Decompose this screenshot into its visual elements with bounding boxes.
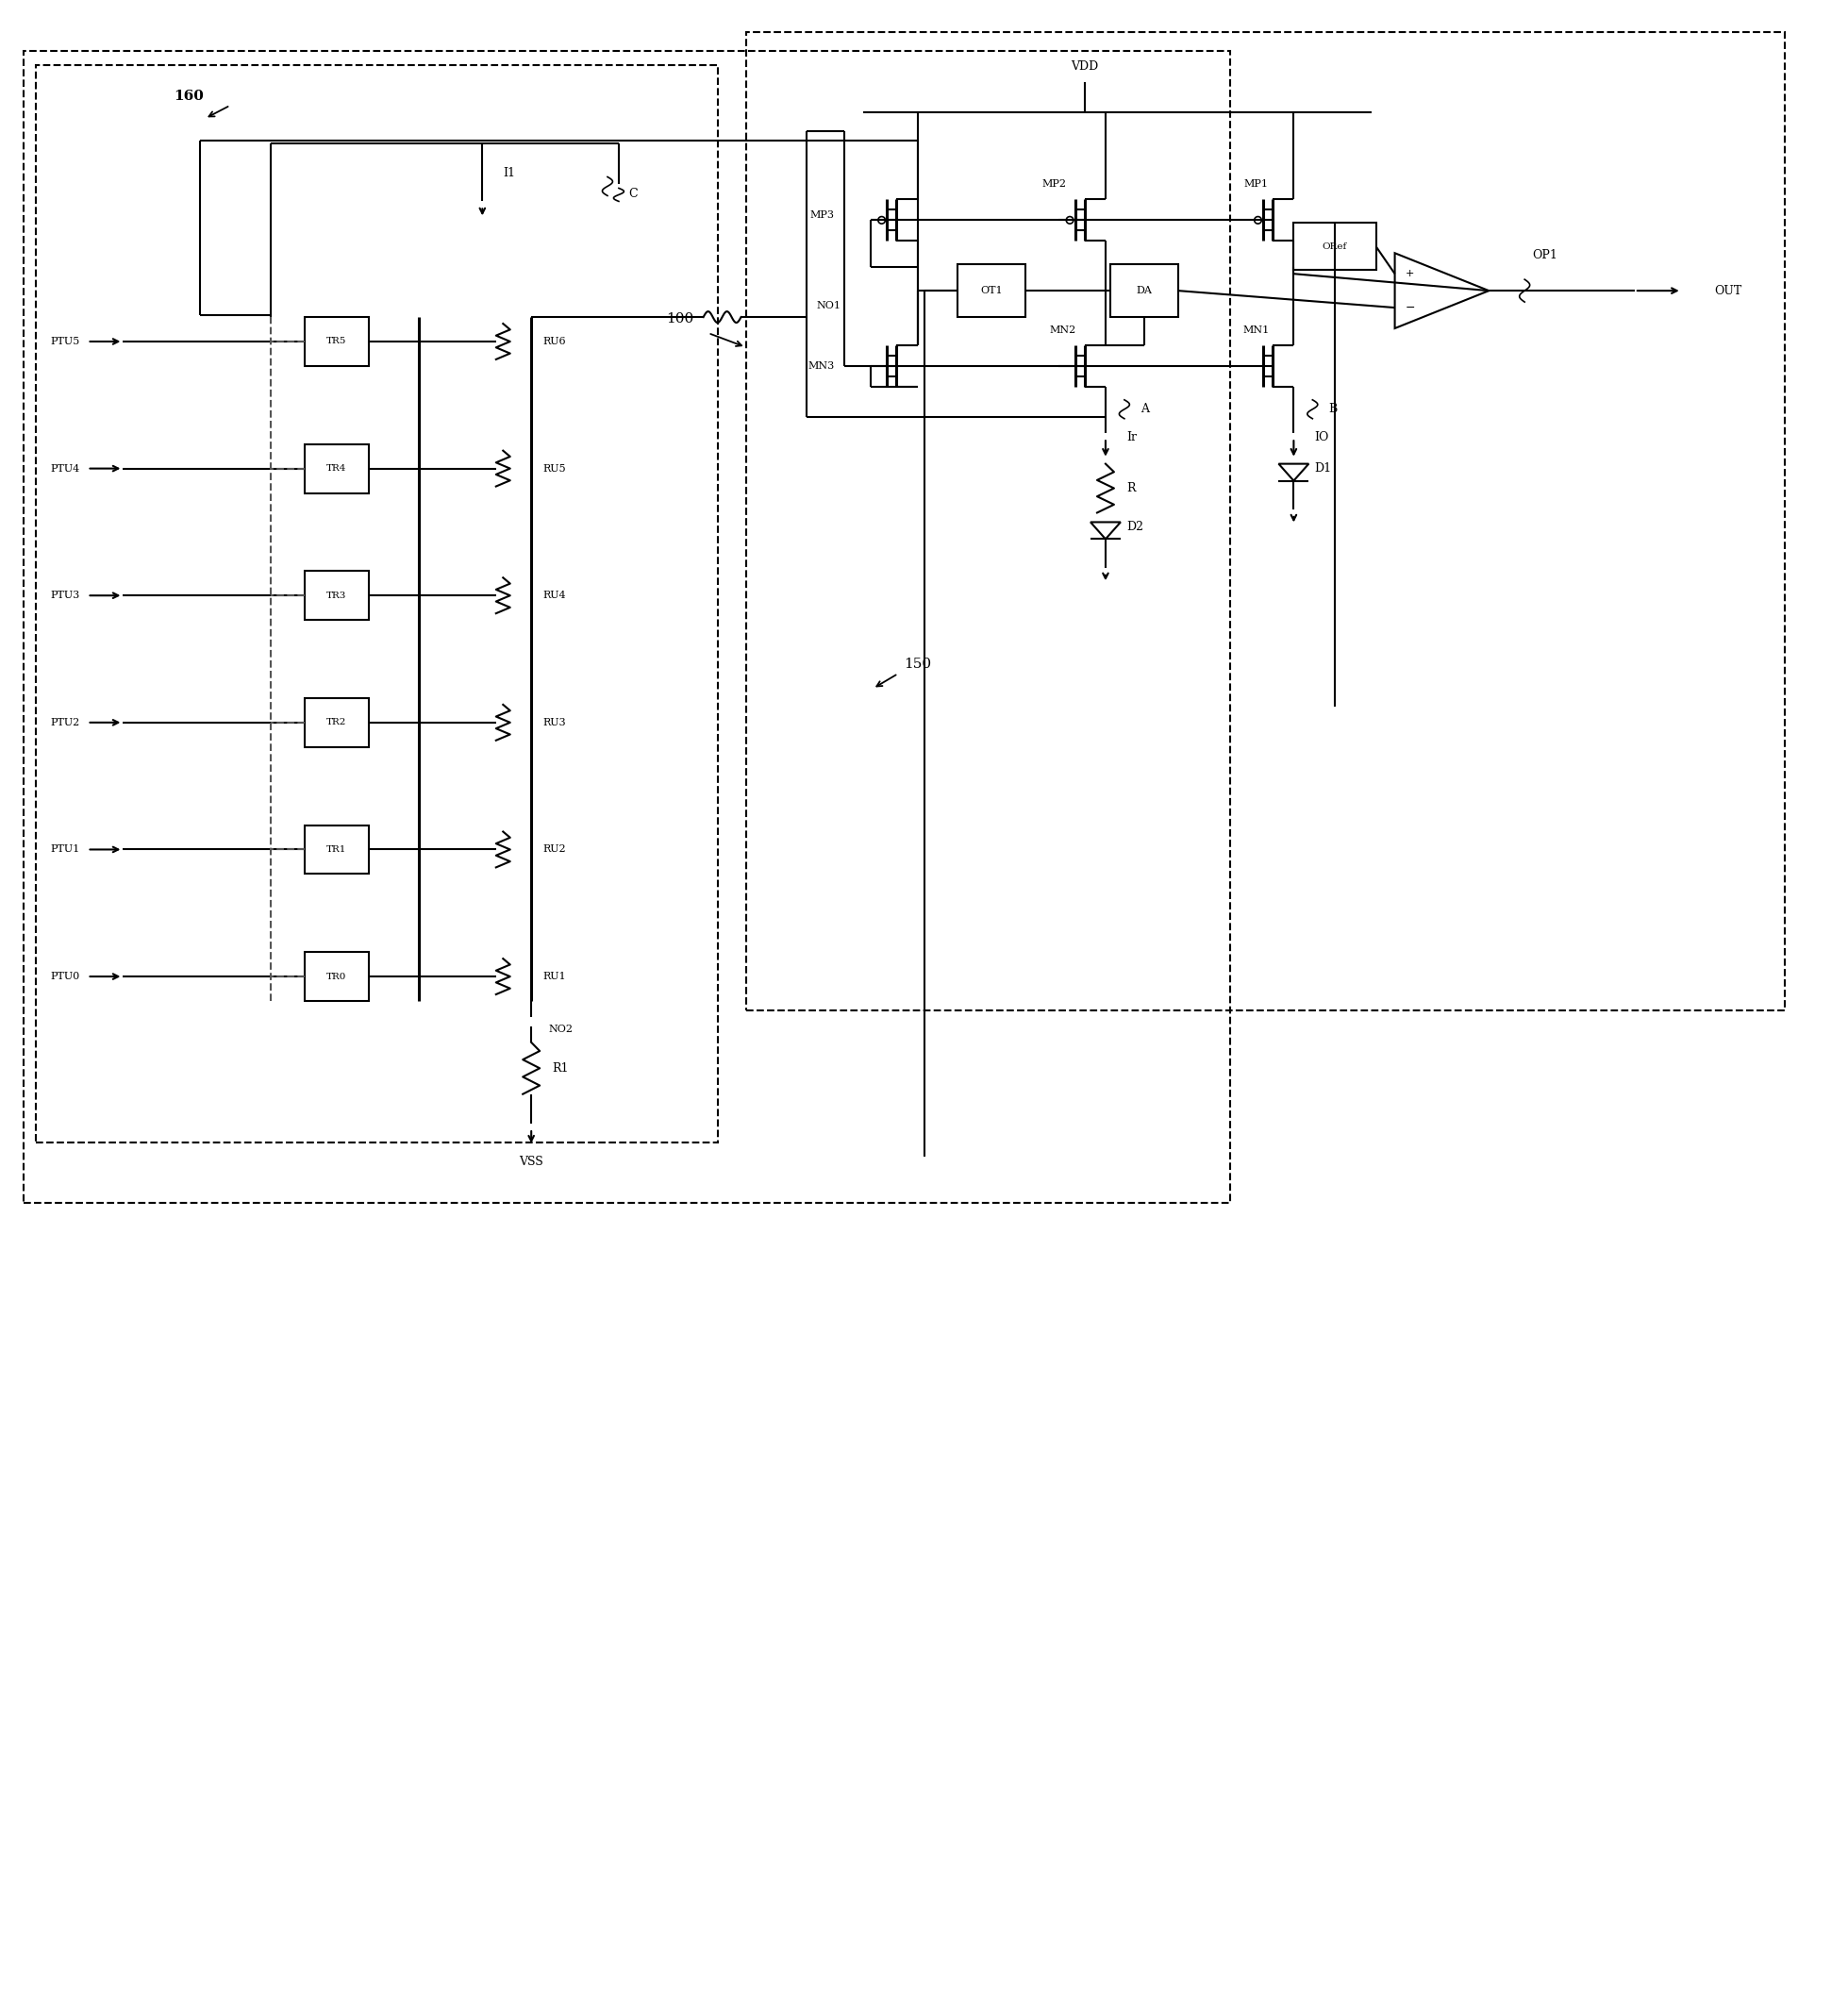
Text: RU1: RU1 (543, 972, 565, 980)
Bar (1294, 222, 1377, 270)
Bar (35, 64, 717, 1143)
Text: TR0: TR0 (327, 972, 347, 980)
Bar (305, 570, 368, 620)
Text: VSS: VSS (519, 1157, 543, 1169)
Text: ORef: ORef (1321, 242, 1347, 250)
Text: MN3: MN3 (808, 362, 835, 370)
Bar (305, 952, 368, 1000)
Bar (24, 50, 1231, 1203)
Text: TR1: TR1 (327, 844, 347, 854)
Text: D2: D2 (1125, 520, 1144, 532)
Text: RU5: RU5 (543, 464, 565, 472)
Text: D1: D1 (1314, 462, 1331, 474)
Text: TR4: TR4 (327, 464, 347, 472)
Text: PTU0: PTU0 (50, 972, 79, 980)
Text: MN2: MN2 (1050, 326, 1077, 334)
Text: PTU4: PTU4 (50, 464, 79, 472)
Text: MP1: MP1 (1244, 180, 1268, 190)
Text: −: − (1404, 302, 1416, 314)
Text: I1: I1 (503, 166, 516, 180)
Text: R: R (1125, 482, 1135, 494)
Text: OP1: OP1 (1532, 248, 1558, 260)
Text: 160: 160 (174, 90, 203, 102)
Text: RU4: RU4 (543, 590, 565, 600)
Text: NO2: NO2 (549, 1025, 573, 1035)
Text: +: + (1406, 268, 1414, 278)
Text: RU3: RU3 (543, 718, 565, 726)
Text: PTU2: PTU2 (50, 718, 79, 726)
Text: 100: 100 (667, 312, 695, 326)
Text: OT1: OT1 (979, 286, 1002, 296)
Text: VDD: VDD (1070, 60, 1098, 72)
Text: NO1: NO1 (817, 300, 841, 310)
Text: A: A (1140, 402, 1149, 416)
Text: R1: R1 (553, 1063, 569, 1075)
Text: PTU1: PTU1 (50, 844, 79, 854)
Polygon shape (1279, 464, 1308, 480)
Bar (957, 264, 1026, 316)
Text: TR5: TR5 (327, 338, 347, 346)
Text: RU2: RU2 (543, 844, 565, 854)
Bar (305, 824, 368, 874)
Text: DA: DA (1137, 286, 1153, 296)
Text: C: C (628, 188, 638, 200)
Text: MP2: MP2 (1042, 180, 1066, 190)
Text: TR2: TR2 (327, 718, 347, 726)
Bar (747, 32, 1785, 1011)
Text: TR3: TR3 (327, 590, 347, 600)
Text: PTU5: PTU5 (50, 336, 79, 346)
Text: MN1: MN1 (1242, 326, 1270, 334)
Text: 150: 150 (904, 658, 931, 670)
Polygon shape (1395, 252, 1489, 328)
Bar (305, 698, 368, 746)
Text: PTU3: PTU3 (50, 590, 79, 600)
Bar (305, 316, 368, 366)
Text: RU6: RU6 (543, 336, 565, 346)
Text: MP3: MP3 (809, 210, 835, 220)
Text: B: B (1329, 402, 1338, 416)
Bar (1111, 264, 1179, 316)
Text: Ir: Ir (1125, 432, 1137, 444)
Text: OUT: OUT (1715, 284, 1743, 296)
Polygon shape (1090, 522, 1120, 538)
Bar (305, 444, 368, 492)
Text: IO: IO (1314, 432, 1329, 444)
